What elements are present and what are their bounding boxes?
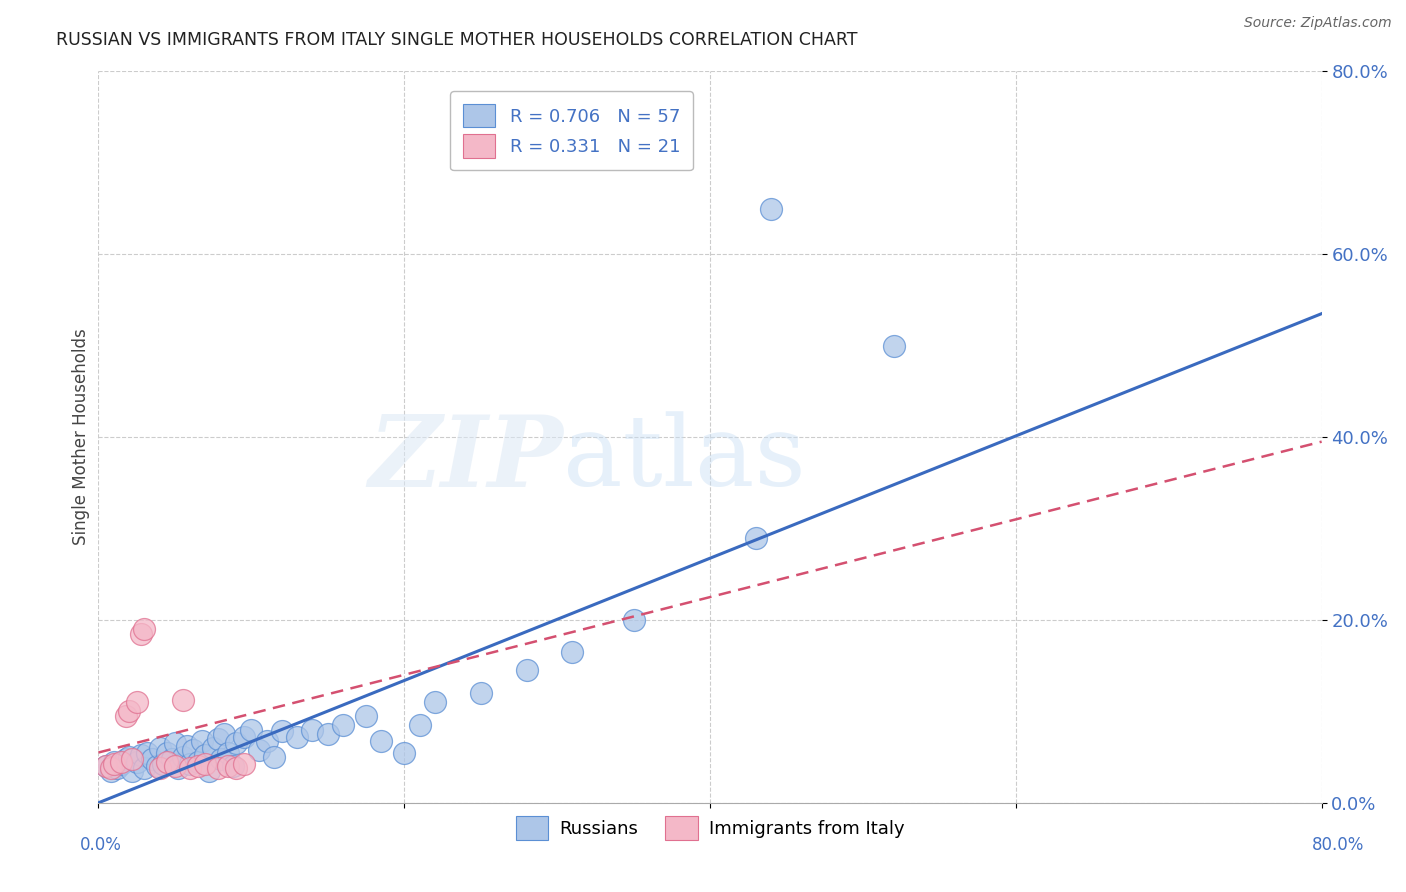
Point	[561, 645, 583, 659]
Point	[240, 723, 263, 737]
Text: ZIP: ZIP	[368, 411, 564, 508]
Point	[207, 761, 229, 775]
Point	[172, 750, 194, 764]
Point	[125, 695, 148, 709]
Point	[156, 746, 179, 760]
Point	[115, 752, 138, 766]
Y-axis label: Single Mother Households: Single Mother Households	[72, 329, 90, 545]
Point	[256, 733, 278, 747]
Point	[105, 761, 128, 775]
Point	[759, 202, 782, 216]
Text: Source: ZipAtlas.com: Source: ZipAtlas.com	[1244, 16, 1392, 30]
Point	[163, 759, 186, 773]
Point	[110, 755, 132, 769]
Point	[129, 748, 152, 763]
Point	[516, 663, 538, 677]
Point	[197, 764, 219, 778]
Point	[187, 759, 209, 773]
Point	[110, 757, 132, 772]
Point	[301, 723, 323, 737]
Point	[209, 752, 232, 766]
Point	[163, 736, 186, 750]
Point	[370, 733, 392, 747]
Point	[354, 709, 377, 723]
Point	[179, 757, 201, 772]
Point	[94, 759, 117, 773]
Point	[149, 761, 172, 775]
Point	[118, 705, 141, 719]
Point	[121, 752, 143, 766]
Point	[100, 761, 122, 775]
Point	[179, 761, 201, 775]
Point	[332, 718, 354, 732]
Point	[167, 761, 190, 775]
Point	[883, 338, 905, 352]
Point	[191, 733, 214, 747]
Text: 0.0%: 0.0%	[80, 836, 122, 854]
Point	[285, 730, 308, 744]
Point	[217, 759, 239, 773]
Point	[745, 531, 768, 545]
Point	[194, 757, 217, 772]
Point	[181, 743, 204, 757]
Point	[172, 693, 194, 707]
Text: RUSSIAN VS IMMIGRANTS FROM ITALY SINGLE MOTHER HOUSEHOLDS CORRELATION CHART: RUSSIAN VS IMMIGRANTS FROM ITALY SINGLE …	[56, 31, 858, 49]
Point	[316, 727, 339, 741]
Point	[152, 757, 174, 772]
Point	[145, 759, 167, 773]
Point	[225, 736, 247, 750]
Point	[134, 761, 156, 775]
Point	[187, 755, 209, 769]
Point	[270, 724, 292, 739]
Point	[408, 718, 430, 732]
Point	[225, 761, 247, 775]
Point	[121, 764, 143, 778]
Point	[160, 752, 183, 766]
Text: 80.0%: 80.0%	[1312, 836, 1365, 854]
Point	[103, 755, 125, 769]
Point	[134, 622, 156, 636]
Point	[194, 748, 217, 763]
Point	[94, 759, 117, 773]
Point	[136, 746, 159, 760]
Point	[623, 613, 645, 627]
Point	[212, 727, 235, 741]
Point	[100, 764, 122, 778]
Point	[217, 746, 239, 760]
Point	[222, 759, 245, 773]
Point	[247, 743, 270, 757]
Point	[156, 755, 179, 769]
Point	[149, 740, 172, 755]
Point	[392, 746, 416, 760]
Point	[125, 755, 148, 769]
Point	[141, 752, 163, 766]
Point	[263, 750, 285, 764]
Point	[423, 695, 446, 709]
Point	[202, 740, 225, 755]
Point	[207, 731, 229, 746]
Point	[103, 757, 125, 772]
Legend: Russians, Immigrants from Italy: Russians, Immigrants from Italy	[508, 807, 912, 848]
Point	[470, 686, 492, 700]
Point	[118, 750, 141, 764]
Point	[232, 757, 254, 772]
Point	[129, 626, 152, 640]
Point	[232, 730, 254, 744]
Text: atlas: atlas	[564, 411, 806, 507]
Point	[115, 709, 138, 723]
Point	[176, 739, 198, 753]
